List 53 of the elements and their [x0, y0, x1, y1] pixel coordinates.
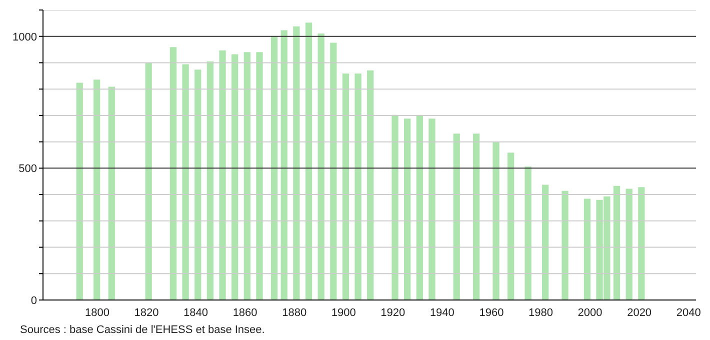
bar — [492, 142, 500, 300]
bar — [280, 30, 288, 300]
x-tick-label: 1880 — [282, 306, 307, 319]
source-note: Sources : base Cassini de l'EHESS et base Insee. — [20, 324, 266, 336]
x-tick-label: 1800 — [84, 306, 110, 319]
x-tick-label: 1820 — [134, 306, 159, 319]
bar — [305, 22, 312, 300]
bar — [194, 70, 202, 300]
x-tick-label: 2040 — [676, 306, 701, 319]
y-tick-label: 500 — [18, 163, 37, 176]
bar — [562, 190, 568, 300]
bar — [330, 42, 337, 300]
x-tick-label: 1920 — [380, 306, 406, 319]
bar — [453, 134, 460, 300]
x-tick-label: 1840 — [184, 306, 208, 319]
bar — [613, 186, 620, 300]
bar — [472, 134, 480, 300]
bar — [270, 36, 278, 300]
bar — [170, 47, 177, 300]
bar — [584, 198, 591, 300]
bar — [428, 118, 436, 300]
y-tick-label: 0 — [30, 294, 37, 307]
x-tick-label: 1860 — [232, 306, 258, 319]
bar — [404, 118, 411, 300]
x-tick-label: 1900 — [331, 306, 356, 319]
bar — [145, 62, 152, 300]
bar — [524, 166, 532, 300]
bar — [342, 74, 350, 300]
bar — [219, 50, 226, 300]
bar — [293, 26, 300, 300]
bar — [76, 82, 83, 300]
y-tick-label: 1000 — [12, 31, 37, 44]
bar — [244, 52, 250, 300]
x-tick-label: 2000 — [578, 306, 602, 319]
bar — [638, 187, 645, 300]
bar — [542, 184, 549, 300]
x-tick-label: 2020 — [627, 306, 652, 319]
x-tick-label: 1940 — [430, 306, 454, 319]
bar — [318, 33, 324, 300]
bar — [367, 70, 374, 300]
bar — [206, 61, 214, 300]
bar — [392, 114, 398, 300]
bar — [94, 80, 100, 300]
bar — [416, 114, 423, 300]
x-tick-label: 1960 — [479, 306, 504, 319]
bar — [182, 64, 189, 300]
bar — [256, 52, 263, 300]
bar — [108, 86, 115, 300]
x-tick-label: 1980 — [528, 306, 553, 319]
bar — [232, 54, 238, 300]
bar — [354, 74, 362, 300]
bar — [626, 188, 632, 300]
bar — [507, 152, 514, 300]
